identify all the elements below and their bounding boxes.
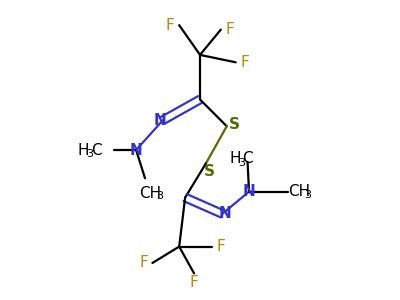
Text: N: N bbox=[130, 142, 142, 158]
Text: 3: 3 bbox=[238, 158, 245, 168]
Text: F: F bbox=[166, 18, 175, 33]
Text: CH: CH bbox=[139, 186, 161, 201]
Text: C: C bbox=[91, 142, 102, 158]
Text: C: C bbox=[242, 152, 253, 166]
Text: F: F bbox=[225, 22, 234, 37]
Text: CH: CH bbox=[288, 184, 310, 199]
Text: F: F bbox=[240, 55, 249, 70]
Text: N: N bbox=[243, 184, 256, 199]
Text: H: H bbox=[230, 152, 241, 166]
Text: 3: 3 bbox=[305, 190, 312, 200]
Text: H: H bbox=[78, 142, 89, 158]
Text: S: S bbox=[204, 164, 214, 179]
Text: 3: 3 bbox=[156, 191, 163, 201]
Text: F: F bbox=[216, 239, 225, 254]
Text: N: N bbox=[219, 206, 232, 221]
Text: S: S bbox=[229, 117, 240, 132]
Text: 3: 3 bbox=[86, 149, 94, 159]
Text: N: N bbox=[154, 113, 166, 128]
Text: F: F bbox=[139, 255, 148, 270]
Text: F: F bbox=[190, 275, 198, 290]
